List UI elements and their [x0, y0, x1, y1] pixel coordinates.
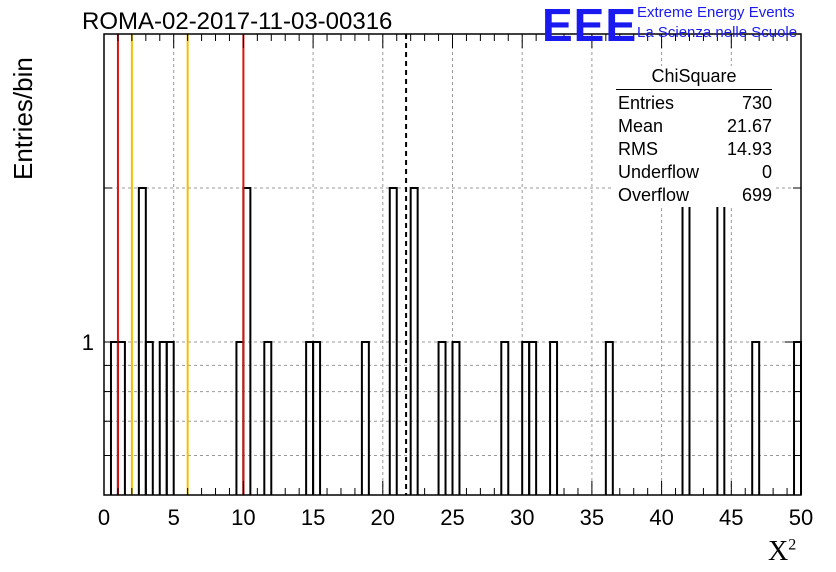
stats-value: 699: [741, 185, 772, 205]
x-tick-label: 30: [510, 505, 534, 530]
stats-box: ChiSquare Entries 730 Mean 21.67 RMS 14.93 …: [612, 66, 776, 207]
chart-title: ROMA-02-2017-11-03-00316: [82, 8, 393, 35]
stats-row: Mean 21.67: [612, 115, 776, 138]
stats-row: Overflow 699: [612, 184, 776, 207]
histogram-bin: [751, 341, 761, 495]
stats-label: Mean: [618, 116, 664, 136]
histogram-bin: [528, 341, 538, 495]
histogram-bin: [549, 341, 559, 495]
x-axis-label: X2: [768, 536, 796, 568]
stats-label: Overflow: [618, 185, 690, 205]
eee-logo: EEE: [542, 0, 638, 51]
x-tick-label: 25: [440, 505, 464, 530]
histogram-bin: [263, 341, 273, 495]
x-tick-label: 10: [231, 505, 255, 530]
histogram-bin: [500, 341, 510, 495]
stats-value: 14.93: [726, 139, 772, 159]
stats-label: Underflow: [618, 162, 700, 182]
stats-row: Entries 730: [612, 92, 776, 115]
stats-row: Underflow 0: [612, 161, 776, 184]
x-tick-label: 50: [789, 505, 813, 530]
histogram-bin: [604, 341, 614, 495]
y-tick-label: 1: [82, 330, 94, 355]
stats-row: RMS 14.93: [612, 138, 776, 161]
histogram-bin: [165, 341, 175, 495]
histogram-bin: [388, 187, 398, 495]
histogram-bin: [360, 341, 370, 495]
logo-line-2: La Scienza nelle Scuole: [637, 24, 798, 41]
logo-line-1: Extreme Energy Events: [637, 4, 795, 21]
histogram-bin: [144, 341, 154, 495]
x-tick-label: 15: [301, 505, 325, 530]
stats-title: ChiSquare: [616, 66, 772, 90]
x-tick-label: 20: [371, 505, 395, 530]
x-tick-label: 40: [649, 505, 673, 530]
x-tick-label: 0: [98, 505, 110, 530]
x-tick-label: 35: [580, 505, 604, 530]
histogram-bin: [451, 341, 461, 495]
stats-label: RMS: [618, 139, 658, 159]
stats-label: Entries: [618, 93, 675, 113]
y-axis-label: Entries/bin: [8, 57, 38, 180]
histogram-bin: [312, 341, 322, 495]
stats-value: 730: [741, 93, 772, 113]
histogram-bin: [409, 187, 419, 495]
x-tick-label: 45: [719, 505, 743, 530]
stats-value: 21.67: [726, 116, 772, 136]
x-axis-label-base: X: [768, 536, 789, 567]
x-tick-label: 5: [168, 505, 180, 530]
stats-value: 0: [761, 162, 772, 182]
x-axis-label-sup: 2: [788, 536, 797, 554]
histogram-bin: [437, 341, 447, 495]
